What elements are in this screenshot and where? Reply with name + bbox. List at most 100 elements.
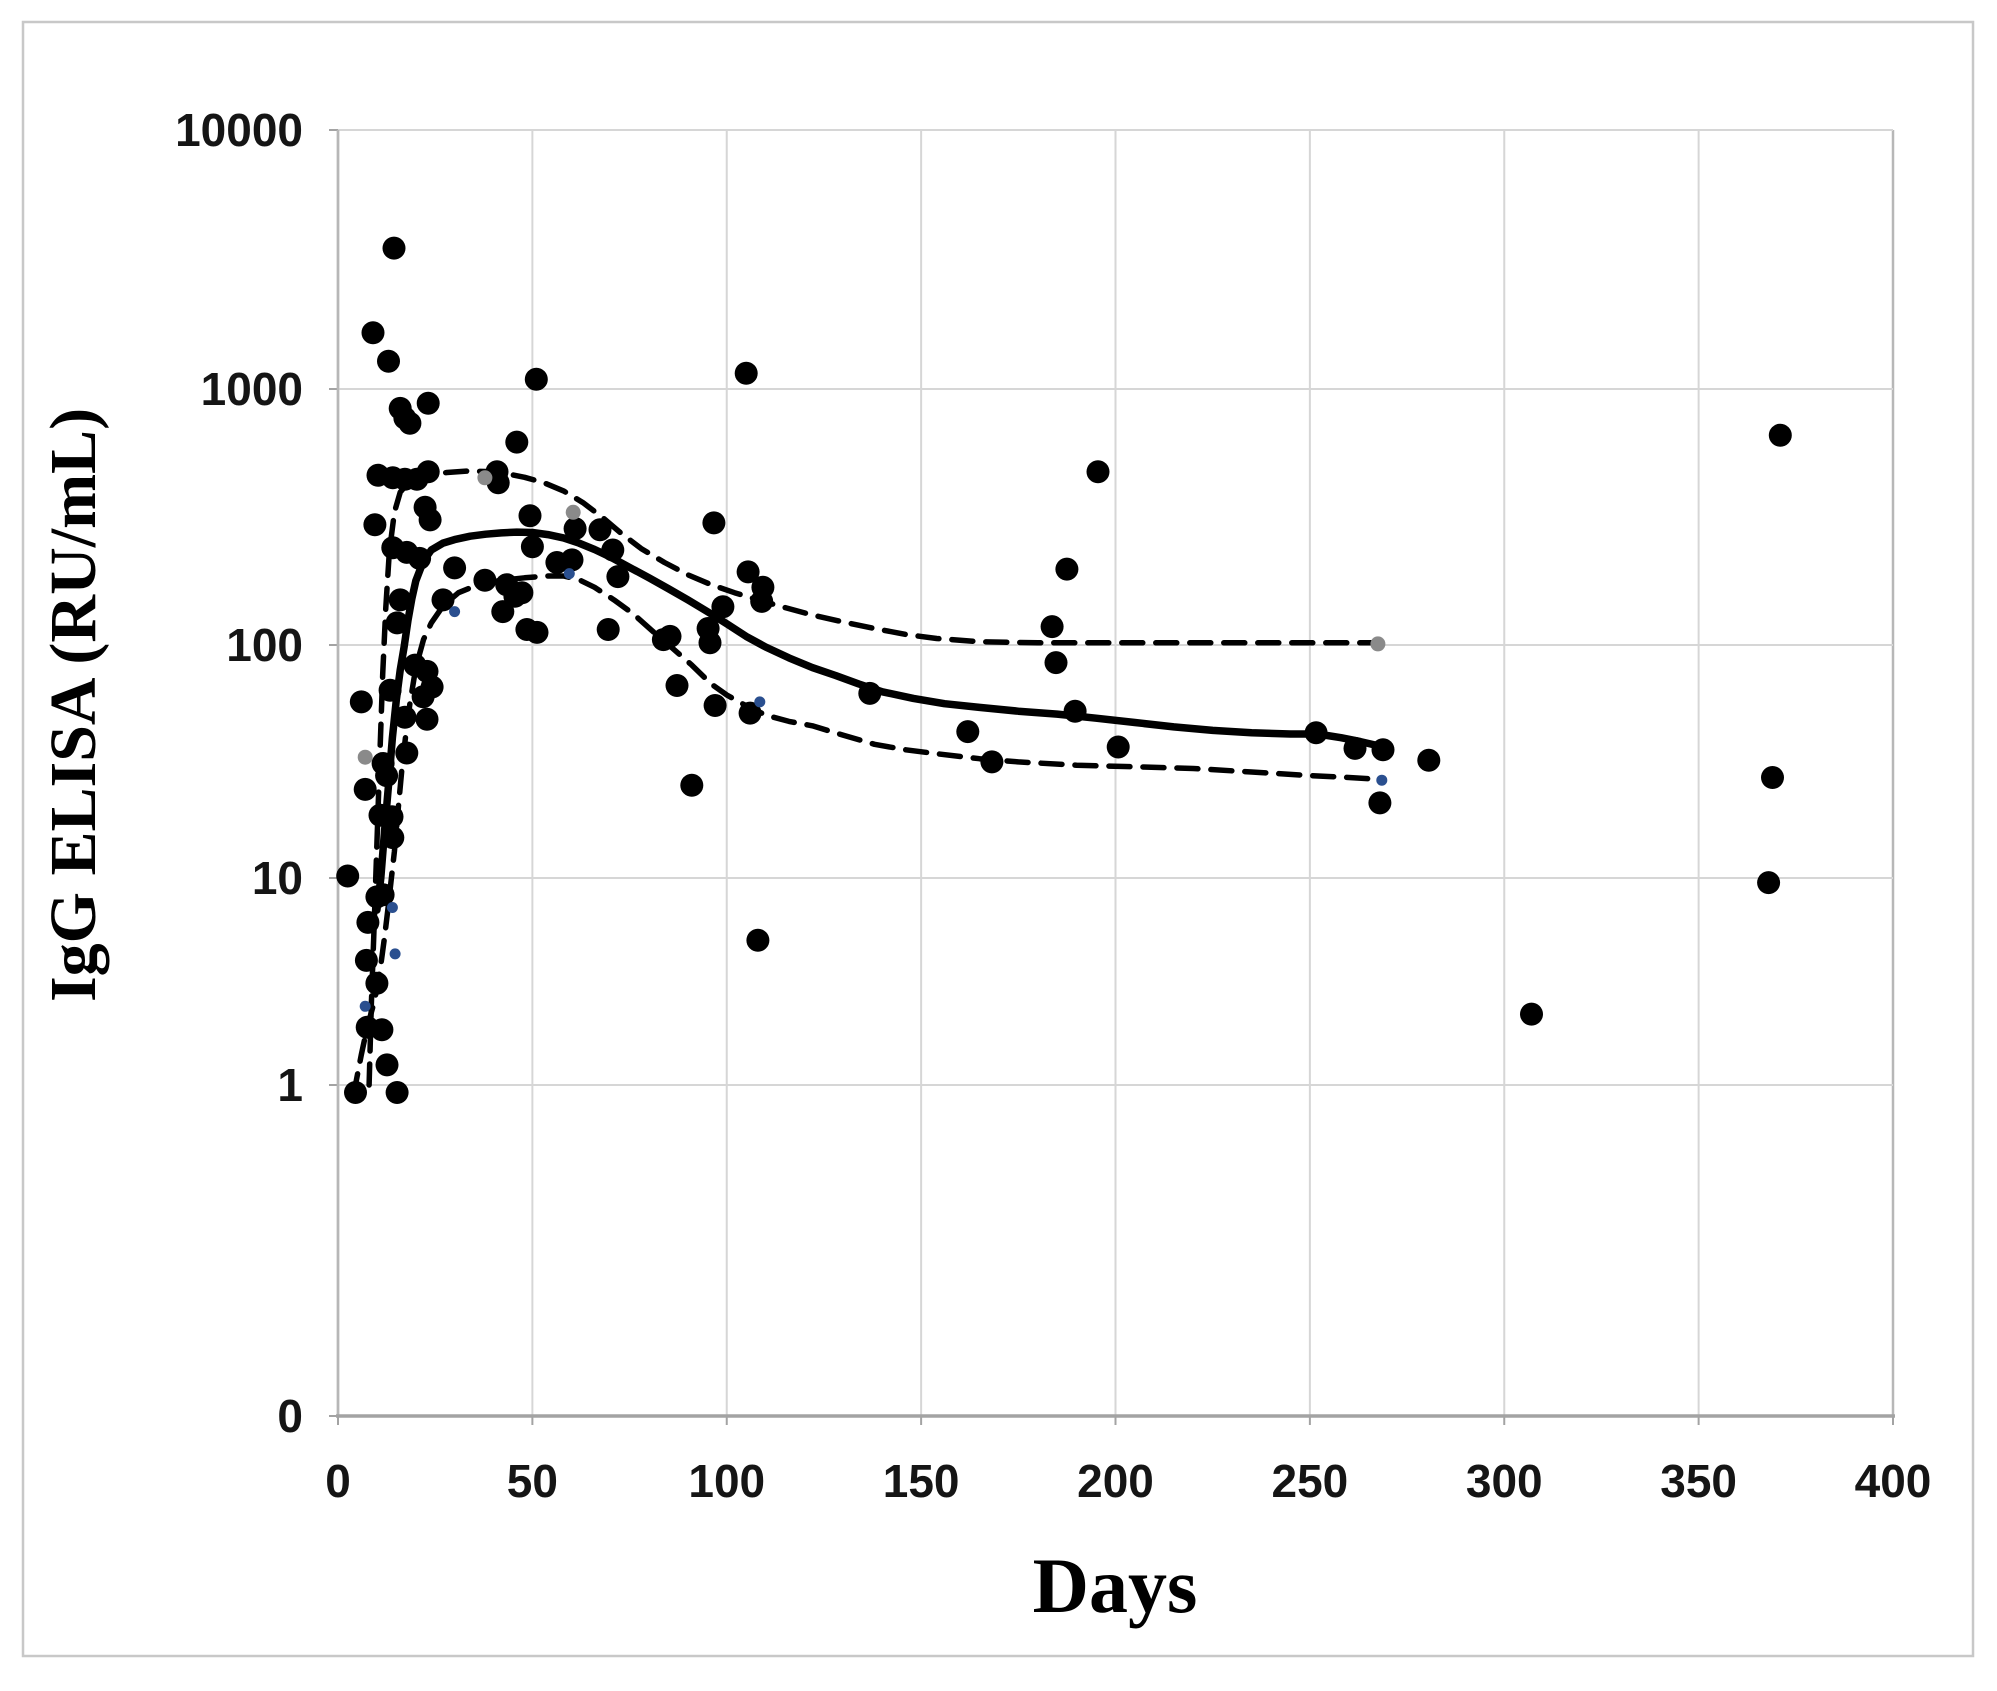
y-tick-label: 1000 xyxy=(201,363,303,415)
data-point-igg-titers xyxy=(382,236,406,260)
data-point-igg-titers xyxy=(416,391,440,415)
data-point-igg-titers xyxy=(416,460,440,484)
grid-layer xyxy=(329,129,1895,1425)
curve-median-fit xyxy=(373,528,1388,914)
data-point-igg-titers xyxy=(596,618,620,641)
data-point-igg-titers xyxy=(356,910,380,934)
data-point-igg-titers xyxy=(381,826,405,850)
data-point-igg-titers xyxy=(336,864,360,888)
data-point-igg-titers xyxy=(388,588,412,612)
data-point-igg-titers xyxy=(1063,699,1087,723)
data-point-igg-titers xyxy=(680,773,704,797)
data-point-igg-titers xyxy=(420,675,444,699)
data-point-igg-titers xyxy=(525,620,549,644)
data-point-igg-titers xyxy=(385,611,409,635)
data-point-igg-titers xyxy=(1768,423,1792,447)
curve-upper-bound xyxy=(366,468,1379,1088)
data-point-igg-titers xyxy=(1040,615,1064,639)
data-point-igg-titers xyxy=(702,511,726,535)
data-point-igg-titers xyxy=(361,321,385,345)
data-point-igg-titers xyxy=(606,565,630,589)
data-point-igg-titers xyxy=(375,1053,399,1077)
curve-layer xyxy=(350,468,1388,1098)
data-point-igg-titers xyxy=(418,508,442,532)
data-point-igg-titers xyxy=(486,471,510,495)
x-tick-label: 400 xyxy=(1855,1455,1932,1507)
x-tick-label: 200 xyxy=(1077,1455,1154,1507)
figure-border xyxy=(21,20,1975,1658)
data-point-blue-points xyxy=(754,696,766,708)
data-point-igg-titers xyxy=(588,518,612,542)
data-point-igg-titers xyxy=(349,690,373,714)
data-point-igg-titers xyxy=(956,720,980,744)
data-point-igg-titers xyxy=(518,504,542,528)
data-point-igg-titers xyxy=(980,750,1004,774)
x-tick-label: 50 xyxy=(507,1455,558,1507)
data-point-blue-points xyxy=(389,948,401,960)
data-point-igg-titers xyxy=(365,971,389,995)
x-tick-label: 250 xyxy=(1272,1455,1349,1507)
data-point-igg-titers xyxy=(698,631,722,655)
data-point-igg-titers xyxy=(1086,460,1110,484)
point-layer xyxy=(336,236,1792,1104)
data-point-igg-titers xyxy=(378,678,402,702)
x-tick-label: 300 xyxy=(1466,1455,1543,1507)
x-tick-label: 100 xyxy=(688,1455,765,1507)
data-point-igg-titers xyxy=(1044,651,1068,675)
y-axis-title: IgG ELISA (RU/mL) xyxy=(37,408,110,1002)
data-point-igg-titers xyxy=(1417,748,1441,772)
data-point-igg-titers xyxy=(1106,735,1130,759)
x-axis-title: Days xyxy=(1033,1542,1198,1629)
y-tick-label: 0 xyxy=(277,1390,303,1442)
data-point-igg-titers xyxy=(431,588,455,612)
data-point-blue-points xyxy=(449,606,461,618)
data-point-igg-titers xyxy=(370,1018,394,1042)
data-point-igg-titers xyxy=(385,1081,409,1104)
data-point-igg-titers xyxy=(443,556,467,580)
y-tick-label: 10000 xyxy=(175,104,303,156)
data-point-igg-titers xyxy=(380,805,404,829)
data-point-igg-titers xyxy=(1055,557,1079,581)
data-point-igg-titers xyxy=(738,701,762,725)
data-point-igg-titers xyxy=(1304,721,1328,745)
data-point-igg-titers xyxy=(371,883,395,907)
data-point-igg-titers xyxy=(1761,766,1784,789)
data-point-igg-titers xyxy=(473,568,497,592)
data-point-gray-points xyxy=(565,504,581,520)
data-point-igg-titers xyxy=(393,705,417,729)
data-point-igg-titers xyxy=(415,707,439,731)
data-point-igg-titers xyxy=(520,535,544,559)
y-tick-label: 100 xyxy=(226,619,303,671)
data-point-igg-titers xyxy=(510,581,534,605)
data-point-igg-titers xyxy=(524,367,548,391)
data-point-igg-titers xyxy=(734,361,758,385)
data-point-igg-titers xyxy=(711,595,735,619)
data-point-blue-points xyxy=(359,1000,371,1012)
data-point-igg-titers xyxy=(377,349,400,373)
data-point-igg-titers xyxy=(353,777,377,801)
data-point-igg-titers xyxy=(1371,738,1395,762)
data-point-igg-titers xyxy=(344,1081,367,1104)
data-point-igg-titers xyxy=(408,546,432,570)
data-point-igg-titers xyxy=(505,430,529,454)
data-point-blue-points xyxy=(386,902,398,913)
data-point-igg-titers xyxy=(858,681,882,705)
x-tick-label: 350 xyxy=(1660,1455,1737,1507)
data-point-igg-titers xyxy=(601,538,625,562)
data-point-igg-titers xyxy=(395,741,419,765)
data-point-igg-titers xyxy=(736,560,760,584)
data-point-igg-titers xyxy=(363,513,387,537)
curve-lower-bound xyxy=(350,573,1383,1098)
data-point-igg-titers xyxy=(563,517,587,541)
data-point-igg-titers xyxy=(665,674,689,697)
data-point-igg-titers xyxy=(658,624,682,648)
x-tick-label: 0 xyxy=(325,1455,351,1507)
data-point-igg-titers xyxy=(398,411,422,435)
data-point-igg-titers xyxy=(1368,791,1392,815)
data-point-igg-titers xyxy=(560,548,584,572)
data-point-igg-titers xyxy=(1757,871,1781,895)
